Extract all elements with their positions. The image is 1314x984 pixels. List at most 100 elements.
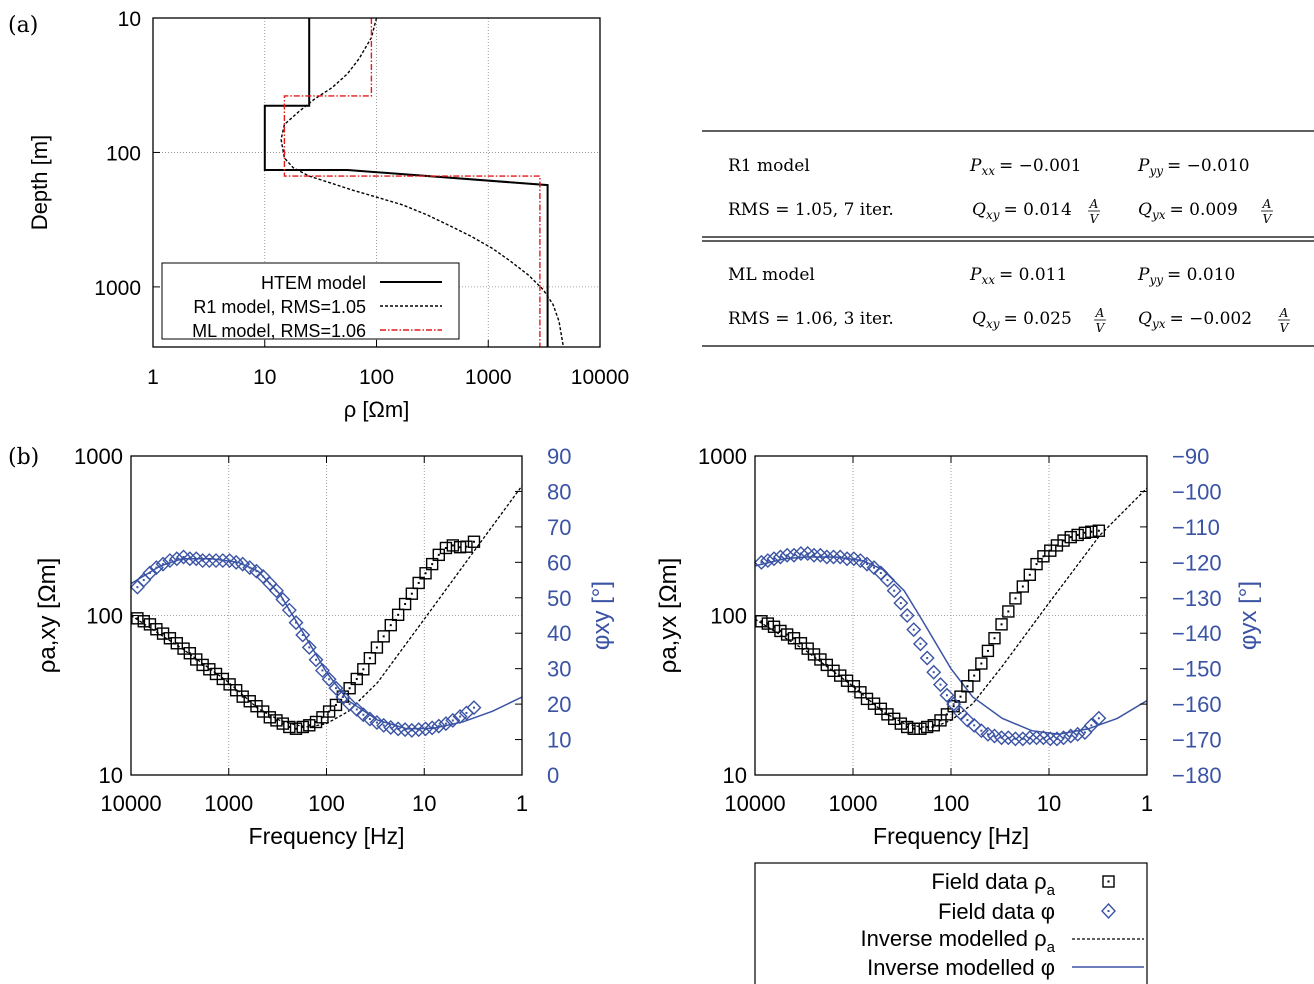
rho-marker-dot: [459, 546, 462, 549]
phi-marker-diamond: [452, 709, 468, 725]
legend-b-square-marker: [1102, 875, 1115, 888]
rho-marker: [1071, 528, 1084, 542]
rho-marker-square: [357, 663, 370, 676]
y-tick-label: 10: [723, 763, 747, 788]
legend-a-entry-1: R1 model, RMS=1.05: [193, 297, 366, 317]
rho-marker: [183, 647, 197, 660]
phi-marker-dot: [382, 724, 385, 727]
rho-marker-dot: [919, 727, 922, 730]
phi-marker-diamond: [859, 556, 875, 572]
phi-marker: [966, 717, 982, 733]
rho-marker-dot: [355, 677, 358, 680]
rho-marker: [270, 714, 283, 727]
phi-marker-diamond: [308, 652, 324, 668]
phi-marker-diamond: [342, 696, 358, 712]
rho-marker: [1064, 530, 1077, 544]
rho-marker-square: [1002, 605, 1015, 618]
rho-marker: [961, 680, 974, 693]
legend-b-field-phi: Field data φ: [938, 899, 1055, 924]
rho-marker: [263, 711, 277, 724]
phi-marker-dot: [779, 556, 782, 559]
model-rho-line: [130, 485, 523, 728]
legend-a: HTEM model R1 model, RMS=1.05 ML model, RM…: [161, 262, 460, 341]
phi-marker-dot: [959, 711, 962, 714]
phi-marker: [235, 556, 251, 572]
phi-marker: [418, 721, 434, 737]
phi-marker-diamond: [994, 730, 1010, 746]
phi-marker-dot: [168, 559, 171, 562]
phi-marker: [342, 696, 358, 712]
phi-marker: [973, 723, 989, 739]
table-r1-qxy-unit: A V: [1088, 197, 1100, 226]
rho-marker-dot: [465, 545, 468, 548]
rho-marker-square: [1085, 525, 1098, 538]
phi-marker: [879, 572, 895, 588]
svg-text:A: A: [1089, 197, 1099, 211]
rho-marker-dot: [886, 713, 889, 716]
rho-marker-square: [827, 664, 840, 678]
rho-marker: [1078, 526, 1092, 539]
x-tick-label: 1: [516, 791, 528, 816]
phi-marker-diamond: [148, 560, 164, 576]
phi-marker-diamond: [899, 608, 915, 623]
phi-marker-dot: [1021, 737, 1024, 740]
y2-tick-label: −160: [1172, 692, 1222, 717]
rho-marker-dot: [792, 637, 795, 640]
table-r1-pyy: Pyy = −0.010: [1137, 156, 1250, 178]
phi-marker-diamond: [328, 680, 344, 696]
rho-marker-square: [854, 686, 867, 699]
y2-tick-label: 80: [547, 479, 571, 504]
table-r2-qxy-unit: A V: [1094, 306, 1106, 335]
phi-marker: [1063, 728, 1079, 744]
phi-marker: [142, 565, 158, 581]
y2-tick-label: 90: [547, 444, 571, 469]
phi-marker-dot: [939, 683, 942, 686]
phi-marker-dot: [986, 733, 989, 736]
rho-marker-dot: [959, 695, 962, 698]
rho-marker-dot: [1076, 533, 1079, 536]
y2-axis-label: φxy [°]: [588, 581, 615, 650]
rho-marker-square: [309, 715, 323, 729]
table-r2-pyy: Pyy = 0.010: [1137, 265, 1235, 287]
svg-text:V: V: [1096, 321, 1106, 335]
phi-marker-diamond: [208, 553, 224, 569]
phi-marker-diamond: [772, 549, 788, 565]
legend-b-box: [754, 862, 1148, 984]
table-r1-qxy: Qxy = 0.014: [972, 200, 1072, 222]
rho-marker-dot: [255, 705, 258, 708]
rho-marker-dot: [275, 719, 278, 722]
phi-marker-dot: [255, 570, 258, 573]
phi-marker-diamond: [1063, 728, 1079, 744]
rho-marker-dot: [437, 553, 440, 556]
phi-marker-dot: [1090, 724, 1093, 727]
phi-marker: [1091, 710, 1107, 726]
x-axis-label: Frequency [Hz]: [249, 823, 405, 849]
x-axis-label: Frequency [Hz]: [873, 823, 1029, 849]
rho-marker-dot: [813, 653, 816, 656]
phi-marker: [176, 549, 192, 565]
rho-marker-square: [967, 669, 981, 682]
phi-marker-dot: [155, 566, 158, 569]
rho-marker-dot: [952, 705, 955, 708]
rho-marker-dot: [1069, 536, 1072, 539]
rho-marker-dot: [444, 546, 447, 549]
rho-marker-dot: [772, 625, 775, 628]
rho-marker-square: [283, 720, 296, 734]
phi-marker-dot: [275, 589, 278, 592]
rho-marker-square: [1057, 534, 1070, 547]
phi-marker-dot: [235, 561, 238, 564]
phi-marker-dot: [355, 708, 358, 711]
legend-a-box: [161, 262, 460, 340]
phi-marker-diamond: [1083, 717, 1099, 733]
y2-tick-label: 10: [547, 728, 571, 753]
rho-marker-dot: [195, 658, 198, 661]
y2-tick-label: 30: [547, 657, 571, 682]
y2-tick-label: 40: [547, 621, 571, 646]
phi-marker-dot: [288, 609, 291, 612]
svg-text:A: A: [1262, 197, 1272, 211]
phi-marker-dot: [806, 552, 809, 555]
y-tick-label: 100: [710, 604, 747, 629]
rho-marker: [370, 641, 384, 654]
phi-marker-dot: [162, 563, 165, 566]
svg-text:A: A: [1279, 306, 1289, 320]
